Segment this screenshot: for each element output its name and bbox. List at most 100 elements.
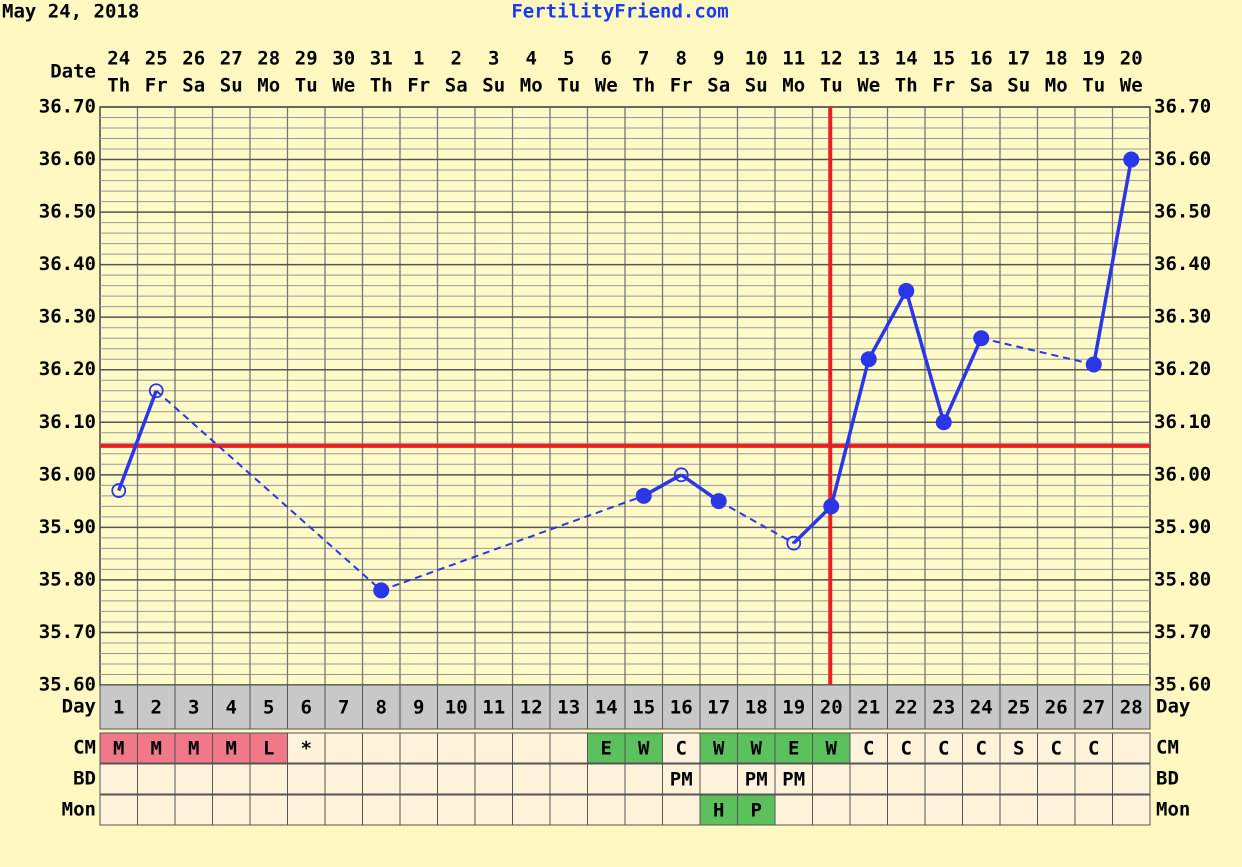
weekday-label: Mo <box>1045 75 1068 97</box>
y-tick-label: 36.60 <box>39 148 96 170</box>
site-title[interactable]: FertilityFriend.com <box>511 1 728 23</box>
row-label: Mon <box>62 799 96 821</box>
weekday-label: Su <box>220 75 243 97</box>
table-cell <box>662 732 701 764</box>
row-label: BD <box>73 768 96 790</box>
weekday-label: Fr <box>145 75 168 97</box>
table-cell <box>324 684 363 730</box>
weekday-label: Sa <box>970 75 993 97</box>
table-cell <box>812 732 851 764</box>
table-cell <box>1112 794 1151 826</box>
y-tick-label-right: 36.10 <box>1154 411 1211 433</box>
table-cell <box>924 684 963 730</box>
cm-cell: * <box>301 738 312 760</box>
cm-cell: M <box>151 738 162 760</box>
cm-cell: C <box>1051 738 1062 760</box>
days-cell: 14 <box>595 697 618 719</box>
date-label: 16 <box>970 48 993 70</box>
date-label: 12 <box>820 48 843 70</box>
days-cell: 26 <box>1045 697 1068 719</box>
days-cell: 24 <box>970 697 993 719</box>
table-cell <box>774 684 813 730</box>
temp-point <box>935 414 952 431</box>
table-cell <box>587 732 626 764</box>
table-cell <box>324 794 363 826</box>
days-cell: 17 <box>707 697 730 719</box>
date-label: 9 <box>713 48 724 70</box>
temp-point <box>898 282 915 299</box>
cm-cell: W <box>638 738 650 760</box>
date-label: 8 <box>676 48 687 70</box>
cm-cell: M <box>226 738 237 760</box>
y-tick-label: 36.70 <box>39 96 96 118</box>
temp-point <box>373 582 390 599</box>
table-cell <box>587 684 626 730</box>
table-cell <box>662 794 701 826</box>
table-cell <box>287 794 326 826</box>
table-cell <box>999 684 1038 730</box>
table-cell <box>924 794 963 826</box>
table-cell <box>624 794 663 826</box>
table-cell <box>999 763 1038 795</box>
temp-point <box>973 330 990 347</box>
y-tick-label-right: 36.00 <box>1154 463 1211 485</box>
table-cell <box>399 763 438 795</box>
weekday-label: Sa <box>445 75 468 97</box>
table-cell <box>1037 684 1076 730</box>
date-label: Date <box>50 61 96 83</box>
table-cell <box>699 763 738 795</box>
table-cell <box>1037 763 1076 795</box>
weekday-label: Su <box>1007 75 1030 97</box>
y-tick-label: 35.70 <box>39 621 96 643</box>
table-cell <box>287 763 326 795</box>
bd-cell: PM <box>782 769 805 791</box>
weekday-label: Tu <box>1082 75 1105 97</box>
table-cell <box>324 763 363 795</box>
table-cell <box>99 794 138 826</box>
y-tick-label: 36.30 <box>39 306 96 328</box>
days-cell: 1 <box>113 697 124 719</box>
table-cell <box>1037 794 1076 826</box>
weekday-label: Th <box>632 75 655 97</box>
table-cell <box>849 763 888 795</box>
temp-point <box>860 351 877 368</box>
table-cell <box>399 684 438 730</box>
temp-point <box>1123 151 1140 168</box>
y-tick-label-right: 36.30 <box>1154 306 1211 328</box>
date-label: 7 <box>638 48 649 70</box>
table-cell <box>437 732 476 764</box>
table-cell <box>962 794 1001 826</box>
weekday-label: Tu <box>557 75 580 97</box>
days-cell: 12 <box>520 697 543 719</box>
table-cell <box>812 763 851 795</box>
y-tick-label: 35.60 <box>39 674 96 696</box>
table-cell <box>1112 732 1151 764</box>
temp-segment <box>155 389 382 592</box>
row-label: Day <box>62 696 96 718</box>
weekday-label: Su <box>482 75 505 97</box>
row-label-right: Day <box>1156 696 1190 718</box>
date-label: 2 <box>451 48 462 70</box>
days-cell: 18 <box>745 697 768 719</box>
cm-cell: C <box>863 738 874 760</box>
days-cell: 2 <box>151 697 162 719</box>
header-date: May 24, 2018 <box>2 1 139 23</box>
table-cell <box>212 732 251 764</box>
date-label: 10 <box>745 48 768 70</box>
date-label: 25 <box>145 48 168 70</box>
weekday-label: Mo <box>782 75 805 97</box>
cm-cell: W <box>751 738 763 760</box>
table-cell <box>774 794 813 826</box>
weekday-label: Mo <box>520 75 543 97</box>
y-tick-label-right: 35.60 <box>1154 674 1211 696</box>
table-cell <box>362 763 401 795</box>
table-cell <box>999 732 1038 764</box>
row-label: CM <box>73 737 96 759</box>
weekday-label: Fr <box>670 75 693 97</box>
y-tick-label-right: 36.20 <box>1154 358 1211 380</box>
table-cell <box>399 732 438 764</box>
table-cell <box>924 763 963 795</box>
weekday-label: Sa <box>182 75 205 97</box>
days-cell: 3 <box>188 697 199 719</box>
